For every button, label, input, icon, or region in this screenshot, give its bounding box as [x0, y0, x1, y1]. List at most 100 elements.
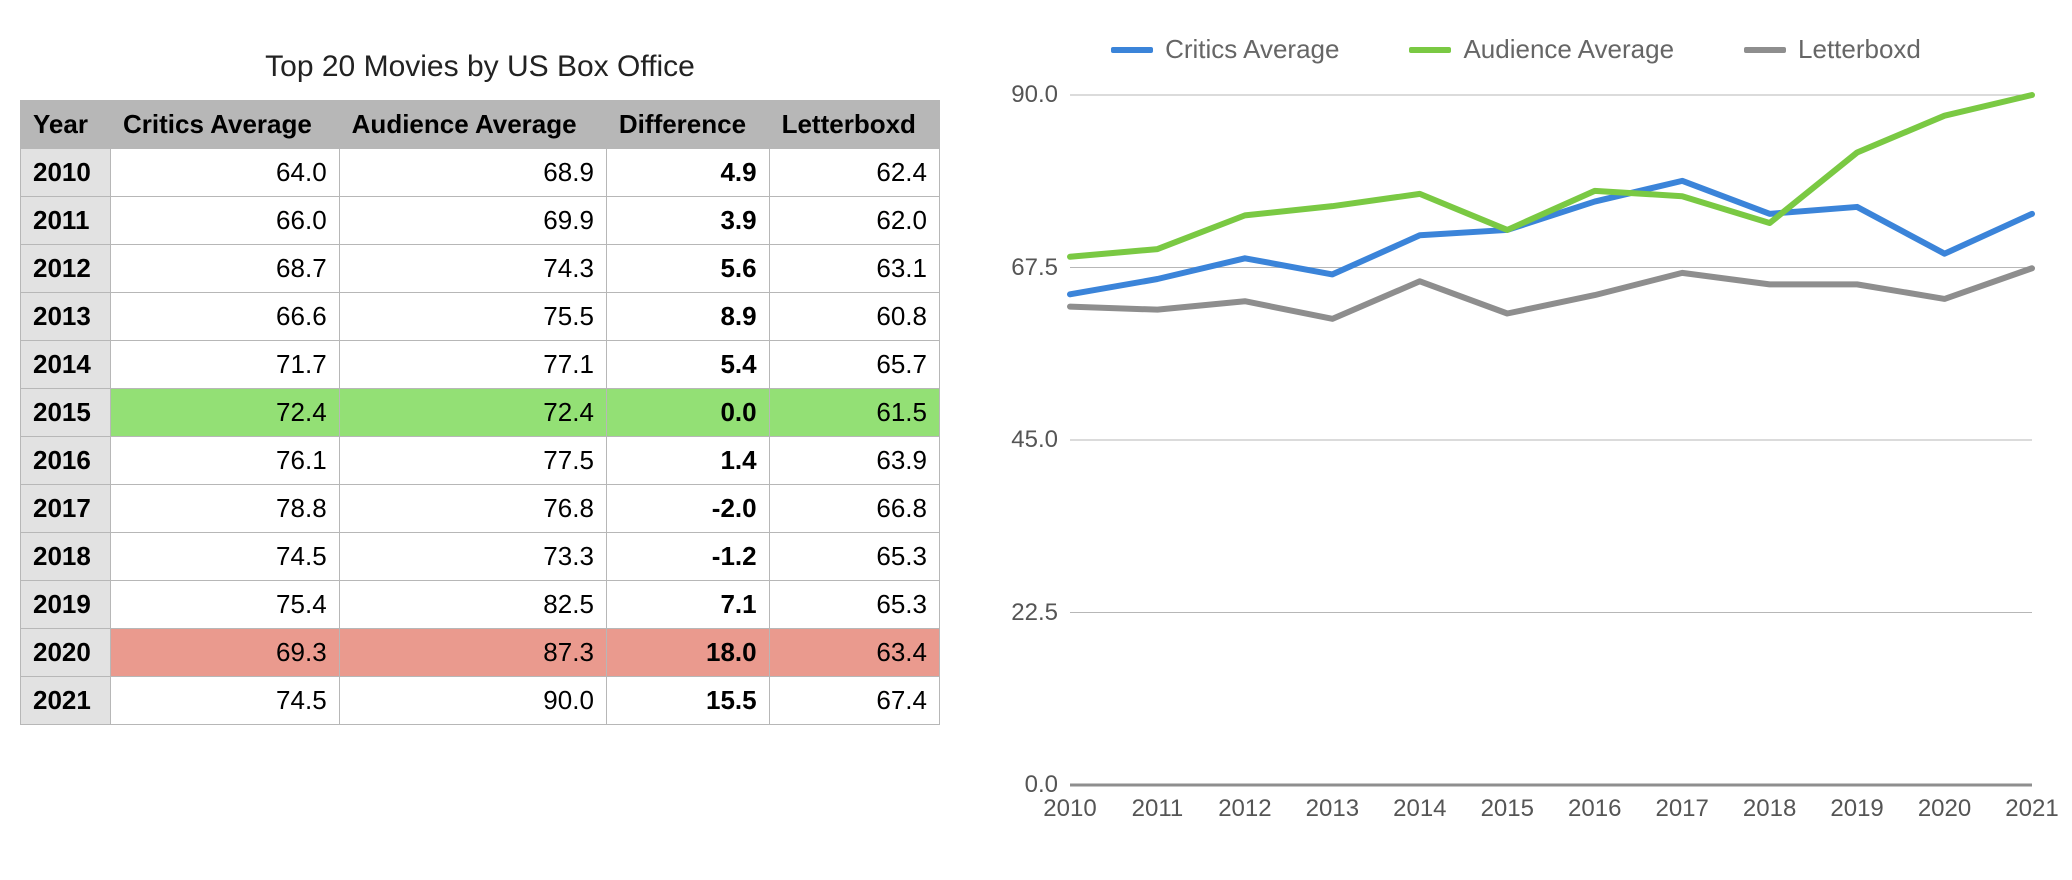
table-cell: 2020: [21, 629, 111, 677]
table-row: 201166.069.93.962.0: [21, 197, 940, 245]
table-cell: 65.7: [769, 341, 939, 389]
table-cell: 66.0: [111, 197, 340, 245]
table-cell: 4.9: [606, 149, 769, 197]
table-row: 201268.774.35.663.1: [21, 245, 940, 293]
table-cell: 2016: [21, 437, 111, 485]
table-cell: 3.9: [606, 197, 769, 245]
table-cell: 78.8: [111, 485, 340, 533]
table-cell: 90.0: [339, 677, 606, 725]
table-header-cell: Audience Average: [339, 101, 606, 149]
table-cell: 0.0: [606, 389, 769, 437]
table-cell: 68.9: [339, 149, 606, 197]
table-panel: Top 20 Movies by US Box Office YearCriti…: [20, 30, 940, 850]
table-cell: 72.4: [111, 389, 340, 437]
table-cell: 2010: [21, 149, 111, 197]
y-axis-label: 67.5: [1011, 254, 1058, 282]
legend-item: Audience Average: [1409, 34, 1674, 65]
table-row: 201471.777.15.465.7: [21, 341, 940, 389]
x-axis-label: 2017: [1655, 795, 1708, 823]
table-cell: 74.5: [111, 677, 340, 725]
table-cell: 2015: [21, 389, 111, 437]
table-cell: 2021: [21, 677, 111, 725]
legend-swatch: [1111, 47, 1153, 53]
table-cell: 15.5: [606, 677, 769, 725]
table-cell: 65.3: [769, 533, 939, 581]
table-cell: 75.4: [111, 581, 340, 629]
table-cell: 87.3: [339, 629, 606, 677]
table-cell: 62.4: [769, 149, 939, 197]
table-cell: 2018: [21, 533, 111, 581]
table-cell: 60.8: [769, 293, 939, 341]
table-cell: 69.3: [111, 629, 340, 677]
table-cell: 68.7: [111, 245, 340, 293]
table-cell: 71.7: [111, 341, 340, 389]
chart-panel: Critics Average Audience Average Letterbox…: [980, 30, 2052, 850]
table-body: 201064.068.94.962.4201166.069.93.962.020…: [21, 149, 940, 725]
table-row: 201064.068.94.962.4: [21, 149, 940, 197]
table-row: 201778.876.8-2.066.8: [21, 485, 940, 533]
x-axis-label: 2011: [1132, 795, 1184, 823]
table-cell: 76.1: [111, 437, 340, 485]
table-cell: 63.4: [769, 629, 939, 677]
table-cell: 72.4: [339, 389, 606, 437]
table-cell: 66.8: [769, 485, 939, 533]
legend-label: Audience Average: [1463, 34, 1674, 65]
table-row: 201975.482.57.165.3: [21, 581, 940, 629]
y-axis-label: 45.0: [1011, 426, 1058, 454]
table-cell: 69.9: [339, 197, 606, 245]
table-cell: 76.8: [339, 485, 606, 533]
legend-label: Letterboxd: [1798, 34, 1921, 65]
legend-item: Critics Average: [1111, 34, 1339, 65]
table-cell: 77.1: [339, 341, 606, 389]
table-cell: 2017: [21, 485, 111, 533]
table-cell: 62.0: [769, 197, 939, 245]
table-cell: 77.5: [339, 437, 606, 485]
table-cell: 63.1: [769, 245, 939, 293]
table-cell: 63.9: [769, 437, 939, 485]
legend-label: Critics Average: [1165, 34, 1339, 65]
table-header-cell: Year: [21, 101, 111, 149]
table-cell: -1.2: [606, 533, 769, 581]
x-axis-label: 2016: [1568, 795, 1621, 823]
x-axis-label: 2020: [1918, 795, 1971, 823]
table-cell: 74.3: [339, 245, 606, 293]
x-axis-label: 2018: [1743, 795, 1796, 823]
x-axis-label: 2021: [2005, 795, 2058, 823]
legend-swatch: [1409, 47, 1451, 53]
data-table: YearCritics AverageAudience AverageDiffe…: [20, 100, 940, 725]
table-cell: 7.1: [606, 581, 769, 629]
table-cell: 65.3: [769, 581, 939, 629]
chart-area: 0.022.545.067.590.0201020112012201320142…: [980, 75, 2052, 835]
table-cell: 66.6: [111, 293, 340, 341]
table-row: 201676.177.51.463.9: [21, 437, 940, 485]
table-cell: -2.0: [606, 485, 769, 533]
table-row: 201572.472.40.061.5: [21, 389, 940, 437]
x-axis-label: 2014: [1393, 795, 1446, 823]
table-title: Top 20 Movies by US Box Office: [20, 50, 940, 84]
y-axis-label: 22.5: [1011, 599, 1058, 627]
table-cell: 8.9: [606, 293, 769, 341]
table-cell: 5.6: [606, 245, 769, 293]
table-row: 201874.573.3-1.265.3: [21, 533, 940, 581]
table-header-row: YearCritics AverageAudience AverageDiffe…: [21, 101, 940, 149]
table-cell: 2012: [21, 245, 111, 293]
table-row: 202069.387.318.063.4: [21, 629, 940, 677]
x-axis-label: 2013: [1306, 795, 1359, 823]
x-axis-label: 2019: [1830, 795, 1883, 823]
table-cell: 2011: [21, 197, 111, 245]
table-cell: 73.3: [339, 533, 606, 581]
x-axis-label: 2015: [1481, 795, 1534, 823]
table-cell: 18.0: [606, 629, 769, 677]
table-header-cell: Difference: [606, 101, 769, 149]
chart-legend: Critics Average Audience Average Letterbox…: [980, 34, 2052, 65]
table-cell: 74.5: [111, 533, 340, 581]
y-axis-label: 90.0: [1011, 81, 1058, 109]
table-cell: 1.4: [606, 437, 769, 485]
table-cell: 5.4: [606, 341, 769, 389]
table-cell: 82.5: [339, 581, 606, 629]
table-header-cell: Critics Average: [111, 101, 340, 149]
x-axis-label: 2010: [1043, 795, 1096, 823]
table-header-cell: Letterboxd: [769, 101, 939, 149]
legend-item: Letterboxd: [1744, 34, 1921, 65]
table-cell: 2019: [21, 581, 111, 629]
